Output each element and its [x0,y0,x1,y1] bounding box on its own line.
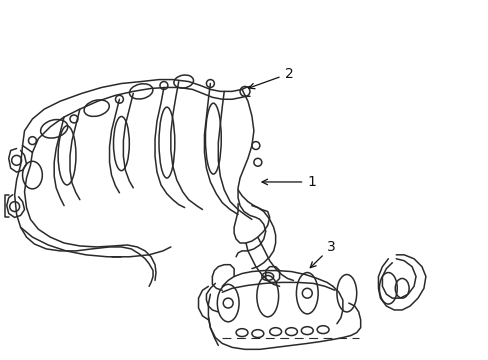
Text: 2: 2 [248,67,293,89]
Text: 1: 1 [262,175,316,189]
Text: 3: 3 [309,240,335,268]
